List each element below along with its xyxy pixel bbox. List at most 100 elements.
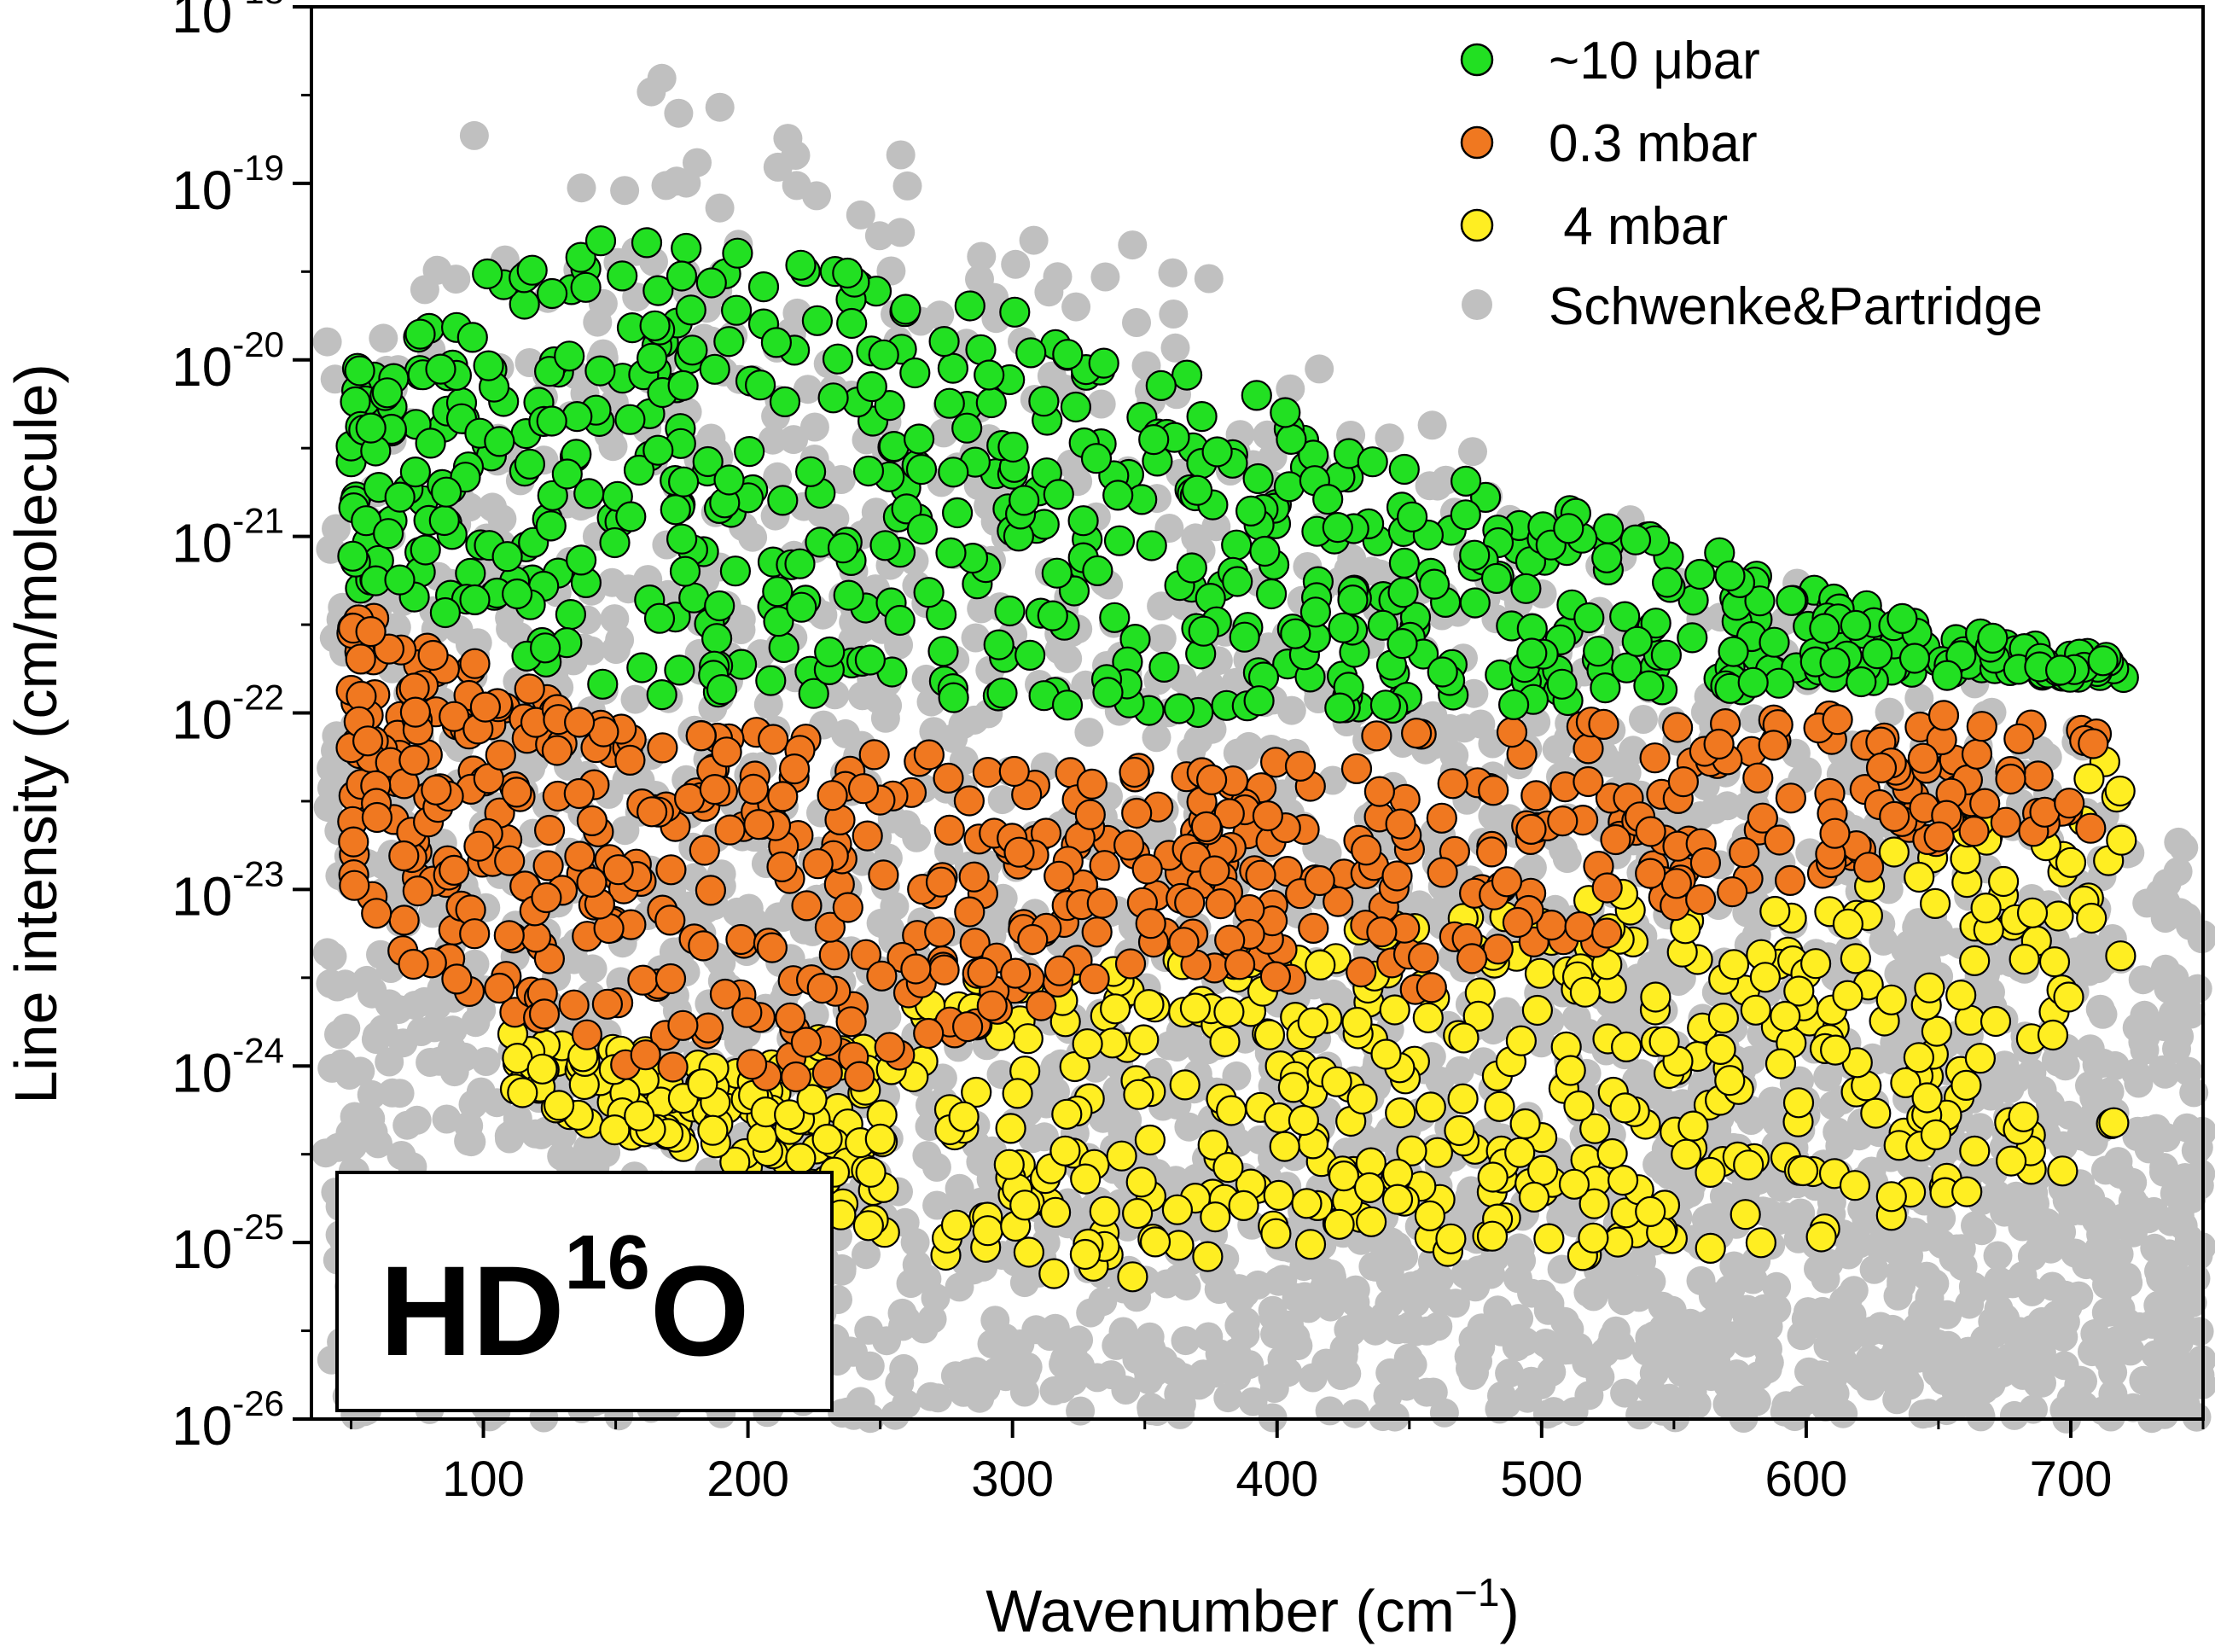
point-4mbar <box>1788 1155 1819 1187</box>
point-0.3mbar <box>2022 760 2054 792</box>
point-4mbar <box>2016 897 2049 928</box>
point-4mbar <box>1117 1261 1148 1293</box>
point-schwenke <box>1222 1061 1252 1091</box>
point-4mbar <box>2047 1155 2078 1187</box>
point-4mbar <box>1192 1241 1224 1272</box>
point-schwenke <box>779 425 809 455</box>
point-schwenke <box>923 1383 953 1413</box>
point-10ubar <box>1255 578 1288 610</box>
point-schwenke <box>1550 1306 1579 1336</box>
point-10ubar <box>704 590 735 622</box>
point-0.3mbar <box>1819 817 1851 849</box>
point-10ubar <box>1763 667 1795 699</box>
point-10ubar <box>373 518 404 550</box>
point-0.3mbar <box>1661 712 1694 743</box>
point-10ubar <box>720 294 753 326</box>
point-0.3mbar <box>818 939 850 971</box>
point-10ubar <box>516 254 548 286</box>
point-schwenke <box>454 1126 484 1156</box>
point-0.3mbar <box>928 954 960 986</box>
point-4mbar <box>1213 996 1245 1027</box>
point-0.3mbar <box>1426 802 1457 834</box>
point-schwenke <box>782 171 811 201</box>
point-0.3mbar <box>1478 775 1509 806</box>
point-schwenke <box>2124 1068 2154 1098</box>
point-schwenke <box>1967 1216 1997 1246</box>
point-10ubar <box>762 576 794 608</box>
point-schwenke <box>2160 1246 2189 1276</box>
point-10ubar <box>927 636 959 667</box>
point-10ubar <box>425 353 456 385</box>
point-0.3mbar <box>954 896 985 928</box>
point-10ubar <box>1459 539 1491 571</box>
point-4mbar <box>1840 943 1871 974</box>
point-schwenke <box>793 375 823 404</box>
point-schwenke <box>1273 1358 1303 1387</box>
point-4mbar <box>1518 1181 1550 1213</box>
point-schwenke <box>860 1009 890 1038</box>
point-schwenke <box>1458 437 1487 467</box>
point-schwenke <box>799 412 829 442</box>
point-4mbar <box>1212 1151 1244 1184</box>
point-schwenke <box>1980 1318 2009 1348</box>
point-0.3mbar <box>1482 934 1514 965</box>
point-schwenke <box>422 255 452 285</box>
point-4mbar <box>1832 980 1863 1011</box>
point-10ubar <box>1201 436 1233 468</box>
point-0.3mbar <box>1385 808 1416 840</box>
point-4mbar <box>1069 1238 1102 1271</box>
point-10ubar <box>1148 651 1180 683</box>
point-0.3mbar <box>501 777 532 808</box>
point-10ubar <box>1102 480 1134 511</box>
point-schwenke <box>1340 1399 1369 1428</box>
point-0.3mbar <box>735 1049 768 1080</box>
point-schwenke <box>1372 1242 1402 1271</box>
point-schwenke <box>1702 1115 1732 1145</box>
point-4mbar <box>543 1090 575 1121</box>
point-schwenke <box>2164 827 2194 857</box>
point-10ubar <box>565 544 597 576</box>
point-0.3mbar <box>352 725 384 757</box>
point-4mbar <box>940 1209 973 1241</box>
point-0.3mbar <box>811 1057 843 1089</box>
point-0.3mbar <box>417 639 449 672</box>
point-4mbar <box>1012 1023 1044 1055</box>
point-0.3mbar <box>361 801 392 834</box>
point-schwenke <box>1235 1350 1264 1380</box>
point-schwenke <box>940 1361 970 1391</box>
y-tick-label: 10-21 <box>172 501 284 574</box>
point-schwenke <box>1147 624 1177 654</box>
point-4mbar <box>1563 1090 1595 1122</box>
point-0.3mbar <box>576 805 608 837</box>
point-10ubar <box>1060 391 1092 423</box>
point-schwenke <box>912 1141 942 1171</box>
point-schwenke <box>1061 292 1091 322</box>
point-10ubar <box>1222 566 1253 597</box>
point-4mbar <box>1635 1195 1666 1228</box>
point-schwenke <box>418 899 447 928</box>
point-10ubar <box>706 673 738 706</box>
point-4mbar <box>1294 1229 1327 1260</box>
point-0.3mbar <box>958 861 990 893</box>
point-10ubar <box>1328 612 1359 643</box>
point-4mbar <box>1305 949 1336 981</box>
point-10ubar <box>573 478 605 509</box>
point-schwenke <box>873 690 903 720</box>
point-10ubar <box>1862 637 1893 670</box>
point-schwenke <box>1743 1301 1773 1331</box>
point-0.3mbar <box>1400 718 1433 749</box>
point-10ubar <box>1396 501 1428 532</box>
point-schwenke <box>1142 723 1171 753</box>
point-schwenke <box>846 200 875 230</box>
point-10ubar <box>1497 689 1530 721</box>
point-schwenke <box>312 327 342 357</box>
point-4mbar <box>1914 972 1945 1003</box>
point-0.3mbar <box>563 707 596 738</box>
point-0.3mbar <box>1496 716 1528 748</box>
point-schwenke <box>1230 1307 1260 1336</box>
point-schwenke <box>363 1129 392 1159</box>
point-schwenke <box>2129 1365 2159 1395</box>
point-schwenke <box>1401 1317 1431 1347</box>
point-0.3mbar <box>1252 800 1284 832</box>
point-schwenke <box>1194 264 1224 294</box>
